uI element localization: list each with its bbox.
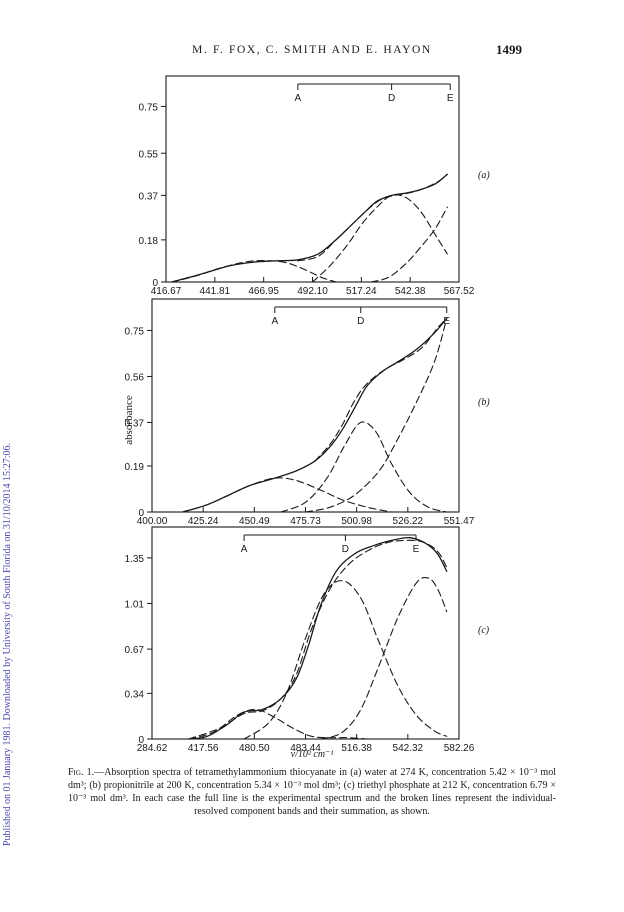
x-tick-label: 492.10 [297, 286, 328, 297]
x-tick-label: 400.00 [137, 516, 168, 527]
x-tick-label: 516.38 [341, 743, 372, 754]
panel-c: 0 0.34 0.67 1.01 1.35 284.62 417.56 480.50 483.4… [125, 526, 490, 754]
resolved-band-curve [304, 317, 448, 513]
band-marker-label: A [271, 316, 278, 327]
resolved-band-curve [297, 173, 448, 262]
x-tick-label: 542.38 [395, 286, 426, 297]
x-tick-label: 480.50 [239, 743, 270, 754]
x-tick-label: 483.44 [290, 743, 321, 754]
y-tick-label: 0.75 [139, 102, 159, 113]
plot-frame [151, 298, 460, 513]
band-marker-label: D [357, 316, 364, 327]
y-tick-label: 0 [152, 278, 158, 289]
band-marker-label: E [443, 316, 450, 327]
y-tick-label: 0.75 [125, 326, 145, 337]
x-tick-label: 450.49 [239, 516, 270, 527]
y-tick-label: 0.67 [125, 645, 145, 656]
band-marker-label: A [295, 93, 302, 104]
x-tick-label: 284.62 [137, 743, 168, 754]
band-marker-label: E [447, 93, 454, 104]
x-tick-label: 542.32 [393, 743, 424, 754]
resolved-band-curve [320, 576, 448, 740]
page-number: 1499 [496, 42, 522, 57]
band-marker-label: E [413, 544, 420, 555]
figure-caption: Fig. 1.—Absorption spectra of tetramethy… [68, 766, 556, 818]
x-tick-label: 500.98 [341, 516, 372, 527]
y-tick-label: 0.19 [125, 462, 145, 473]
x-tick-label: 551.47 [444, 516, 475, 527]
experimental-spectrum [182, 317, 448, 513]
panel-label: (a) [478, 170, 490, 181]
band-marker-label: A [241, 544, 248, 555]
x-tick-label: 441.81 [200, 286, 231, 297]
x-tick-label: 416.67 [151, 286, 182, 297]
y-tick-label: 0.55 [139, 149, 159, 160]
y-tick-label: 0.56 [125, 372, 145, 383]
x-tick-label: 425.24 [188, 516, 219, 527]
y-tick-label: 0 [138, 735, 144, 746]
x-tick-label: 526.22 [393, 516, 424, 527]
y-axis-label: absorbance [123, 395, 135, 445]
panel-a: 0 0.18 0.37 0.55 0.75 416.67 441.81 466.95 492.1… [139, 75, 490, 297]
x-axis-label: ν/10² cm⁻¹ [291, 749, 334, 760]
resolved-band-curve [243, 580, 448, 740]
resolved-band-curve [188, 539, 448, 740]
y-tick-label: 0.34 [125, 689, 145, 700]
panel-label: (c) [478, 625, 490, 636]
panel-b: 0 0.19 0.37 0.56 0.75 400.00 425.24 450.49 475.7… [125, 298, 490, 527]
x-tick-label: 417.56 [188, 743, 219, 754]
band-marker-label: D [388, 93, 395, 104]
caption-lead: Fig. 1. [68, 767, 95, 778]
x-tick-label: 475.73 [290, 516, 321, 527]
plot-frame [165, 75, 460, 283]
y-tick-label: 1.01 [125, 599, 145, 610]
experimental-spectrum [188, 536, 448, 740]
y-tick-label: 0.37 [139, 191, 159, 202]
caption-text: —Absorption spectra of tetramethylammoni… [68, 767, 556, 817]
panel-label: (b) [478, 397, 490, 408]
resolved-band-curve [171, 260, 337, 283]
y-tick-label: 0 [138, 508, 144, 519]
band-marker-label: D [342, 544, 349, 555]
running-header: M. F. FOX, C. SMITH AND E. HAYON [192, 44, 432, 56]
plot-frame [151, 526, 460, 740]
x-tick-label: 567.52 [444, 286, 475, 297]
experimental-spectrum [171, 173, 448, 283]
x-tick-label: 517.24 [346, 286, 377, 297]
x-tick-label: 582.26 [444, 743, 475, 754]
y-tick-label: 0.37 [125, 418, 145, 429]
resolved-band-curve [314, 317, 448, 462]
resolved-band-curve [370, 206, 448, 283]
resolved-band-curve [182, 477, 393, 513]
x-tick-label: 466.95 [248, 286, 279, 297]
y-tick-label: 1.35 [125, 554, 145, 565]
resolved-band-curve [188, 708, 368, 740]
resolved-band-curve [280, 421, 448, 513]
y-tick-label: 0.18 [139, 236, 159, 247]
resolved-band-curve [311, 194, 448, 283]
